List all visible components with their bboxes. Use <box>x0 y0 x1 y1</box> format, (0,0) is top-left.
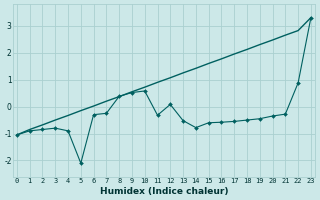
X-axis label: Humidex (Indice chaleur): Humidex (Indice chaleur) <box>100 187 228 196</box>
